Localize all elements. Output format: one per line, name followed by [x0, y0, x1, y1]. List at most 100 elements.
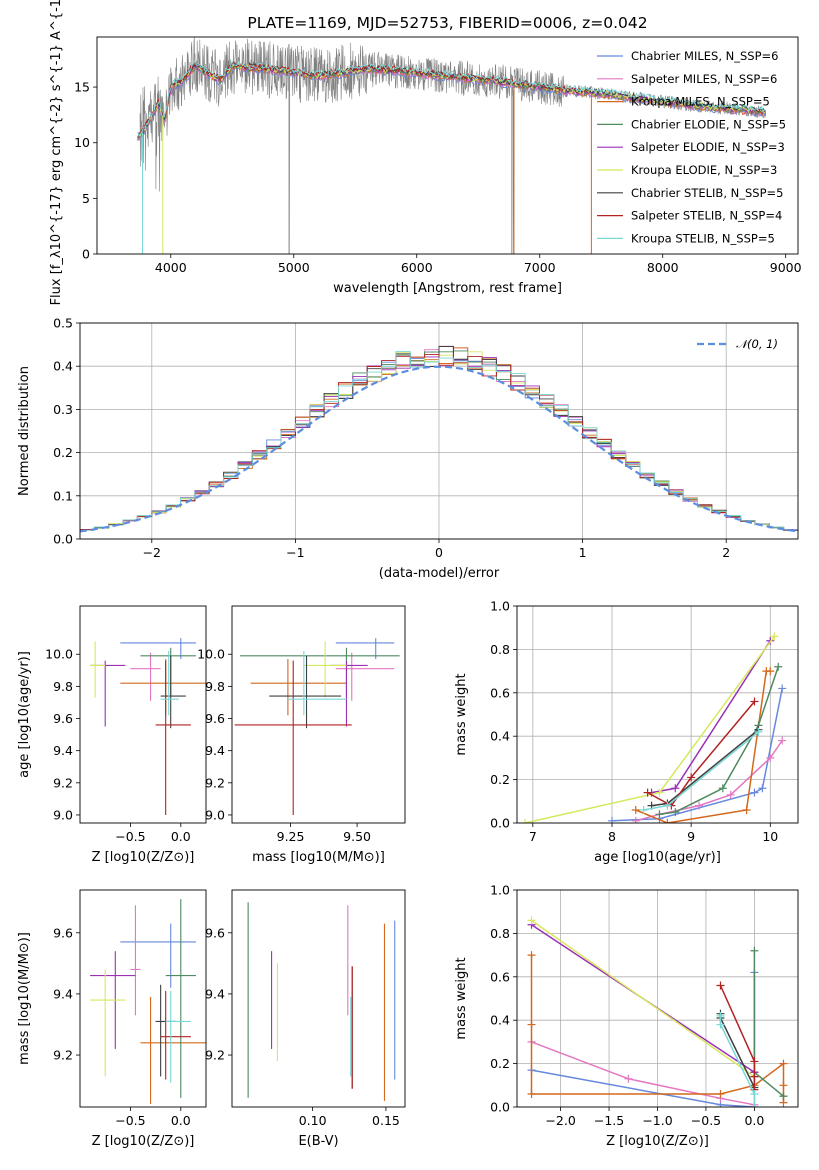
weight-marker: [779, 1092, 788, 1101]
y-tick-label: 0.4: [53, 359, 73, 374]
y-tick-label: 9.0: [53, 807, 73, 822]
errorbar-point: [160, 655, 186, 729]
weight-marker: [750, 1089, 759, 1098]
y-tick-label: 9.2: [53, 1048, 73, 1063]
x-axis-label: Z [log10(Z/Z⊙)]: [92, 850, 195, 865]
weight-marker: [779, 1059, 788, 1068]
weight-marker: [716, 1020, 725, 1029]
y-tick-label: 0.1: [53, 488, 73, 503]
x-tick-label: −0.5: [115, 829, 145, 844]
x-tick-label: −2: [143, 545, 161, 560]
weight-marker: [643, 788, 652, 797]
y-tick-label: 10.0: [45, 647, 73, 662]
y-tick-label: 0: [82, 247, 90, 262]
panel-mass-vs-EBV: 0.10 0.15 9.2 9.4 9.6 E(B-V): [205, 889, 406, 1149]
model-line: [137, 60, 589, 134]
weight-marker: [779, 1081, 788, 1090]
errorbar-point: [234, 660, 352, 815]
weight-marker: [655, 810, 664, 819]
x-tick-label: 0.0: [171, 829, 191, 844]
weight-line: [531, 1041, 755, 1106]
errorbar-point: [330, 660, 368, 727]
legend-entry: 𝒩(0, 1): [736, 337, 778, 351]
weight-marker: [750, 1057, 759, 1066]
y-tick-label: 0.0: [490, 816, 510, 831]
legend-entry: Salpeter STELIB, N_SSP=4: [631, 209, 782, 223]
y-tick-label: 5: [82, 191, 90, 206]
y-tick-label: 9.6: [53, 711, 73, 726]
weight-marker: [716, 1089, 725, 1098]
x-tick-label: 7000: [524, 260, 556, 275]
axes-frame: [516, 605, 799, 824]
y-tick-label: 0.0: [490, 1100, 510, 1115]
errorbar-point: [269, 655, 342, 729]
plot-area-age-vs-Z: [90, 638, 206, 815]
weight-marker: [778, 684, 787, 693]
weight-marker: [774, 662, 783, 671]
errorbar-point: [140, 996, 206, 1104]
weight-marker: [639, 805, 648, 814]
x-tick-label: 0.0: [744, 1113, 764, 1128]
y-tick-label: 9.8: [205, 679, 225, 694]
weight-marker: [520, 819, 529, 823]
y-tick-label: 0.2: [490, 1056, 510, 1071]
weight-marker: [695, 801, 704, 810]
x-tick-label: 0.10: [299, 1113, 327, 1128]
y-tick-label: 9.2: [205, 775, 225, 790]
y-tick-label: 9.4: [53, 743, 73, 758]
weight-marker: [778, 736, 787, 745]
x-tick-label: −0.5: [691, 1113, 721, 1128]
errorbar-point: [120, 659, 206, 716]
x-tick-label: 2: [722, 545, 730, 560]
x-tick-label: 9.50: [343, 829, 371, 844]
gaussian-curve: [80, 365, 798, 533]
y-tick-label: 0.2: [53, 445, 73, 460]
errorbar-point: [165, 899, 196, 1098]
legend-entry: Chabrier MILES, N_SSP=6: [631, 49, 778, 63]
weight-marker: [750, 946, 759, 955]
panel-age-vs-Z: −0.5 0.0 9.0 9.2 9.4 9.6 9.8 10.0 Z [log10(Z/Z⊙)…: [17, 605, 207, 865]
weight-line: [647, 701, 756, 807]
x-tick-label: 0.0: [171, 1113, 191, 1128]
errorbar-point: [335, 652, 395, 701]
y-tick-label: 9.0: [205, 807, 225, 822]
weight-marker: [671, 784, 680, 793]
axes-frame: [231, 889, 406, 1108]
panel-weight-vs-Z: −2.0 −1.5 −1.0 −0.5 0.0 0.0 0.2 0.4 0.6 0.8 1.0 Z […: [454, 883, 799, 1149]
panel-age-vs-mass: 9.25 9.50 9.0 9.2 9.4 9.6 9.8 10.0 mass [log10(M…: [197, 605, 406, 865]
axes-frame: [231, 605, 406, 824]
y-tick-label: 0.4: [490, 1013, 510, 1028]
y-tick-label: 9.2: [53, 775, 73, 790]
plot-area-weight-vs-Z: [527, 916, 788, 1107]
x-axis-label: E(B-V): [298, 1134, 338, 1149]
y-tick-label: 9.4: [53, 986, 73, 1001]
y-tick-label: 0.8: [490, 926, 510, 941]
weight-line: [531, 972, 756, 1107]
weight-marker: [750, 1072, 759, 1081]
errorbar-point: [165, 990, 191, 1083]
axes-frame: [96, 36, 799, 255]
y-tick-label: 0.4: [490, 729, 510, 744]
x-tick-label: −1.5: [594, 1113, 624, 1128]
weight-marker: [663, 819, 672, 823]
x-tick-label: −1: [286, 545, 304, 560]
weight-marker: [607, 816, 616, 823]
weight-marker: [766, 753, 775, 762]
weight-marker: [671, 808, 680, 817]
weight-marker: [663, 801, 672, 810]
y-axis-label: mass [log10(M/M⊙)]: [17, 932, 32, 1065]
y-axis-label: age [log10(age/yr)]: [17, 651, 32, 778]
y-axis-label: Flux [f_λ10^{-17} erg cm^{-2} s^{-1} A^{…: [49, 0, 64, 305]
y-tick-label: 9.4: [205, 986, 225, 1001]
x-tick-label: 8000: [647, 260, 679, 275]
errorbar-point: [155, 660, 191, 815]
errorbar-point: [250, 659, 347, 716]
legend-entry: Kroupa ELODIE, N_SSP=3: [631, 163, 777, 177]
y-tick-label: 0.0: [53, 532, 73, 547]
errorbar-point: [160, 651, 179, 716]
weight-marker: [624, 1074, 633, 1083]
x-tick-label: 1: [579, 545, 587, 560]
x-tick-label: 5000: [278, 260, 310, 275]
x-axis-label: (data-model)/error: [379, 566, 500, 581]
x-tick-label: 7: [529, 829, 537, 844]
